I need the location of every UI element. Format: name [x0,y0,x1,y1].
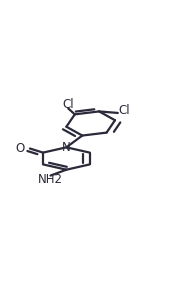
Text: N: N [62,141,71,154]
Text: Cl: Cl [119,104,130,117]
Text: O: O [15,142,24,155]
Text: Cl: Cl [62,98,74,111]
Text: NH2: NH2 [38,173,63,186]
